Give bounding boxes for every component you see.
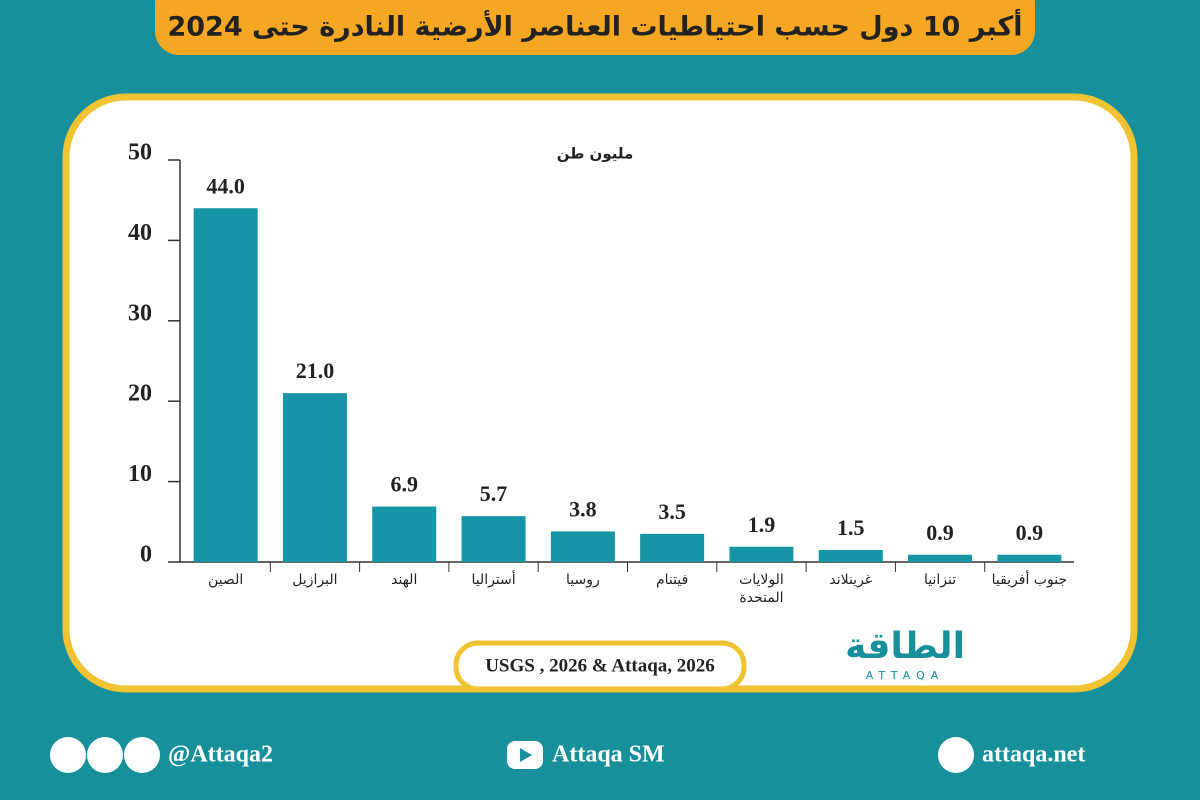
value-label: 3.8 xyxy=(569,496,597,521)
web-icon xyxy=(938,737,974,773)
x-tick-label: روسيا xyxy=(565,572,600,588)
x-tick-label: أستراليا xyxy=(471,572,516,588)
value-label: 5.7 xyxy=(480,481,508,506)
bar xyxy=(550,531,615,562)
x-tick-label: البرازيل xyxy=(292,572,338,588)
bar xyxy=(997,554,1062,562)
value-label: 6.9 xyxy=(391,472,419,497)
x-tick-label: الولايات المتحدة xyxy=(739,572,784,606)
value-label: 1.5 xyxy=(837,515,865,540)
x-icon xyxy=(50,737,86,773)
instagram-icon xyxy=(87,737,123,773)
unit-label: مليون طن xyxy=(557,145,634,163)
bar xyxy=(729,546,794,562)
bar xyxy=(461,516,526,562)
youtube-play xyxy=(520,748,532,762)
bar xyxy=(282,393,347,562)
y-tick-label: 10 xyxy=(128,461,152,487)
value-label: 1.9 xyxy=(748,512,776,537)
chart-title: أكبر 10 دول حسب احتياطيات العناصر الأرضي… xyxy=(167,9,1022,43)
value-label: 21.0 xyxy=(296,358,335,383)
title-banner xyxy=(155,0,1035,55)
y-tick-label: 20 xyxy=(128,381,152,407)
facebook-icon xyxy=(124,737,160,773)
value-label: 3.5 xyxy=(658,499,686,524)
bar xyxy=(193,208,258,563)
source-box xyxy=(453,640,747,692)
y-tick-label: 30 xyxy=(128,300,152,326)
bar xyxy=(640,533,705,562)
bar xyxy=(372,506,437,562)
x-tick-label: فيتنام xyxy=(655,572,689,588)
value-label: 44.0 xyxy=(206,173,245,198)
website: attaqa.net xyxy=(982,742,1085,768)
source: USGS , 2026 & Attaqa, 2026 xyxy=(485,655,715,676)
x-tick-label: جنوب أفريقيا xyxy=(991,572,1068,588)
bar xyxy=(908,554,973,562)
bar xyxy=(818,549,883,562)
y-tick-label: 50 xyxy=(128,140,152,166)
value-label: 0.9 xyxy=(1016,520,1044,545)
y-tick-label: 40 xyxy=(128,220,152,246)
x-tick-label: تنزانيا xyxy=(923,572,957,588)
x-tick-label: الهند xyxy=(391,572,418,588)
logo-subtext: ATTAQA xyxy=(866,669,945,682)
logo-text: الطاقة xyxy=(845,626,965,667)
y-tick-label: 0 xyxy=(140,542,152,568)
x-tick-label: غرينلاند xyxy=(829,572,873,588)
x-tick-label: الصين xyxy=(208,572,244,588)
youtube-handle: Attaqa SM xyxy=(552,742,665,768)
value-label: 0.9 xyxy=(926,520,954,545)
social-handle: @Attaqa2 xyxy=(168,742,273,768)
